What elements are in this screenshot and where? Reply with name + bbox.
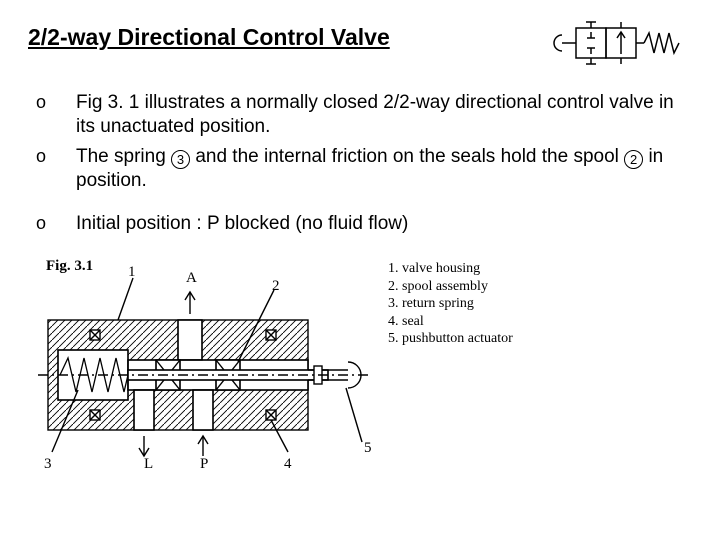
bullet-item: The spring 3 and the internal friction o… — [28, 145, 692, 193]
bullet-item: Fig 3. 1 illustrates a normally closed 2… — [28, 91, 692, 139]
bullet-list-2: Initial position : P blocked (no fluid f… — [28, 212, 692, 236]
figure-legend: 1. valve housing 2. spool assembly 3. re… — [388, 260, 513, 348]
text-unactuated: unactuated — [100, 116, 194, 137]
valve-cross-section-icon — [38, 270, 378, 460]
text: Fig 3. 1 illustrates a — [76, 92, 246, 113]
bullet-list-1: Fig 3. 1 illustrates a normally closed 2… — [28, 91, 692, 192]
legend-item: 5. pushbutton actuator — [388, 330, 513, 348]
text: position. — [194, 116, 270, 137]
legend-item: 3. return spring — [388, 295, 513, 313]
text: and the internal friction on the seals h… — [190, 146, 624, 167]
legend-item: 4. seal — [388, 313, 513, 331]
bullet-item: Initial position : P blocked (no fluid f… — [28, 212, 692, 236]
text: The spring — [76, 146, 171, 167]
slide: 2/2-way Directional Control Valve — [0, 0, 720, 540]
legend-item: 1. valve housing — [388, 260, 513, 278]
legend-item: 2. spool assembly — [388, 278, 513, 296]
circled-number-icon: 2 — [624, 150, 643, 169]
circled-number-icon: 3 — [171, 150, 190, 169]
figure: Fig. 3.1 1. valve housing 2. spool assem… — [28, 258, 688, 488]
valve-symbol-icon — [536, 18, 696, 73]
text-normally-closed: normally closed — [246, 92, 378, 113]
text: Initial position : P blocked (no fluid f… — [76, 213, 408, 234]
